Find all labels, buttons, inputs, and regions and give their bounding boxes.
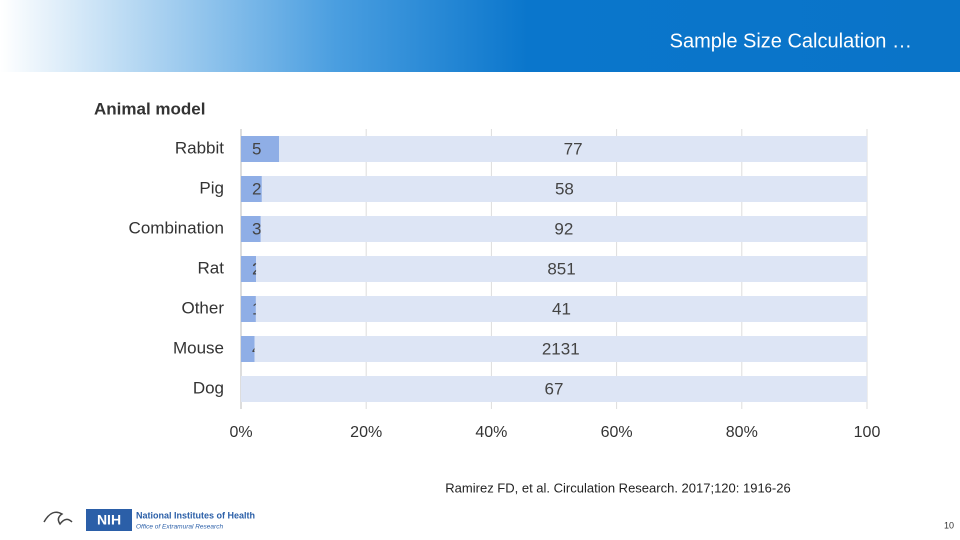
- slide-title: Sample Size Calculation …: [670, 30, 912, 52]
- x-tick-label: 20%: [350, 424, 382, 441]
- bar-segment: [241, 336, 255, 362]
- y-tick-label: Other: [181, 298, 224, 317]
- y-tick-label: Rat: [198, 258, 225, 277]
- data-label: 58: [555, 179, 574, 198]
- data-label: 2131: [542, 339, 580, 358]
- chart-title: Animal model: [94, 99, 205, 118]
- nih-name: National Institutes of Health: [136, 510, 255, 520]
- bar-segment: [241, 216, 261, 242]
- bar-segment: [255, 296, 867, 322]
- bar-segment: [241, 256, 257, 282]
- x-tick-label: 100: [854, 424, 881, 441]
- bar-segment: [256, 256, 867, 282]
- data-label: 851: [547, 259, 575, 278]
- bar-segment: [241, 376, 867, 402]
- y-tick-label: Mouse: [173, 338, 224, 357]
- bar-segment: [279, 136, 867, 162]
- bar-segment: [260, 216, 867, 242]
- logo: NIH National Institutes of Health Office…: [43, 509, 255, 531]
- x-tick-label: 80%: [726, 424, 758, 441]
- nih-office: Office of Extramural Research: [136, 524, 223, 531]
- x-tick-label: 0%: [229, 424, 252, 441]
- data-label: 77: [564, 139, 583, 158]
- data-label: 5: [252, 139, 261, 158]
- data-label: 2: [252, 179, 261, 198]
- nih-badge: [86, 509, 132, 531]
- data-label: 67: [545, 379, 564, 398]
- x-tick-label: 60%: [601, 424, 633, 441]
- page-number: 10: [944, 520, 954, 530]
- bar-segment: [261, 176, 867, 202]
- bar-segment: [241, 296, 256, 322]
- y-tick-label: Dog: [193, 378, 224, 397]
- x-tick-label: 40%: [475, 424, 507, 441]
- plot: 0% 20% 40% 60% 80% 100 Rabbit 5 77 Pig 2 58 Combinat…: [129, 129, 881, 441]
- data-label: 41: [552, 299, 571, 318]
- nih-mark: NIH: [97, 512, 121, 528]
- y-tick-label: Pig: [199, 178, 224, 197]
- citation: Ramirez FD, et al. Circulation Research.…: [445, 480, 790, 495]
- hhs-emblem: [43, 511, 73, 526]
- y-tick-label: Combination: [129, 218, 224, 237]
- bar-segment: [241, 176, 262, 202]
- data-label: 92: [554, 219, 573, 238]
- bar-segment: [241, 136, 280, 162]
- y-tick-label: Rabbit: [175, 138, 224, 157]
- data-label: 3: [252, 219, 261, 238]
- header-bar: [0, 0, 960, 72]
- bar-segment: [254, 336, 867, 362]
